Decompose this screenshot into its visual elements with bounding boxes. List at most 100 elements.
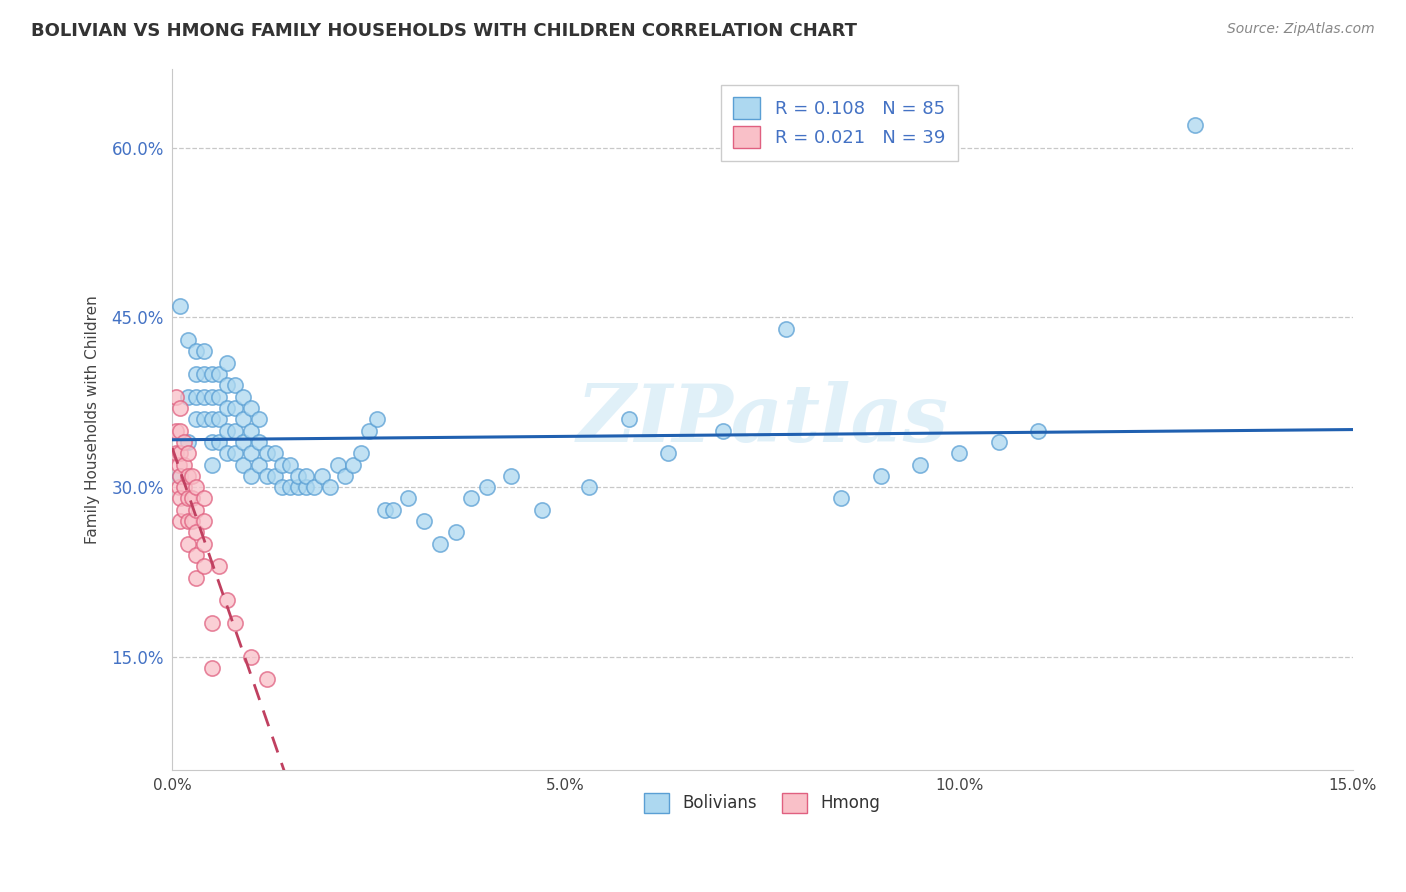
Point: [987, 434, 1010, 449]
Point: [239, 649, 262, 664]
Point: [200, 390, 222, 404]
Legend: Bolivians, Hmong: Bolivians, Hmong: [633, 781, 893, 825]
Point: [239, 446, 262, 460]
Point: [499, 468, 522, 483]
Point: [169, 424, 191, 438]
Point: [381, 502, 404, 516]
Point: [263, 446, 285, 460]
Point: [775, 322, 797, 336]
Point: [217, 446, 239, 460]
Point: [444, 525, 467, 540]
Point: [200, 434, 222, 449]
Point: [224, 446, 246, 460]
Point: [167, 458, 190, 472]
Point: [177, 514, 200, 528]
Point: [287, 468, 309, 483]
Point: [271, 458, 294, 472]
Point: [908, 458, 931, 472]
Point: [357, 424, 380, 438]
Point: [1184, 118, 1206, 132]
Point: [208, 412, 231, 426]
Point: [208, 390, 231, 404]
Point: [165, 390, 187, 404]
Point: [217, 356, 239, 370]
Point: [208, 559, 231, 574]
Point: [184, 480, 207, 494]
Point: [181, 514, 204, 528]
Point: [475, 480, 498, 494]
Point: [232, 458, 254, 472]
Point: [413, 514, 436, 528]
Point: [256, 468, 278, 483]
Point: [217, 401, 239, 415]
Point: [177, 446, 200, 460]
Point: [177, 537, 200, 551]
Point: [578, 480, 600, 494]
Point: [531, 502, 554, 516]
Point: [173, 502, 195, 516]
Point: [711, 424, 734, 438]
Point: [617, 412, 640, 426]
Point: [657, 446, 679, 460]
Point: [193, 367, 215, 381]
Point: [239, 401, 262, 415]
Point: [239, 468, 262, 483]
Point: [217, 378, 239, 392]
Point: [429, 537, 451, 551]
Point: [217, 593, 239, 607]
Point: [1026, 424, 1049, 438]
Point: [193, 514, 215, 528]
Point: [177, 333, 200, 347]
Point: [287, 480, 309, 494]
Point: [184, 525, 207, 540]
Point: [193, 537, 215, 551]
Point: [173, 434, 195, 449]
Point: [366, 412, 388, 426]
Point: [460, 491, 482, 506]
Point: [167, 480, 190, 494]
Point: [232, 434, 254, 449]
Text: ZIPatlas: ZIPatlas: [576, 381, 949, 458]
Y-axis label: Family Households with Children: Family Households with Children: [86, 295, 100, 543]
Point: [232, 390, 254, 404]
Point: [193, 412, 215, 426]
Point: [396, 491, 419, 506]
Point: [232, 412, 254, 426]
Point: [177, 491, 200, 506]
Point: [165, 424, 187, 438]
Point: [200, 367, 222, 381]
Point: [184, 344, 207, 359]
Point: [256, 446, 278, 460]
Point: [208, 434, 231, 449]
Point: [169, 491, 191, 506]
Point: [184, 571, 207, 585]
Text: BOLIVIAN VS HMONG FAMILY HOUSEHOLDS WITH CHILDREN CORRELATION CHART: BOLIVIAN VS HMONG FAMILY HOUSEHOLDS WITH…: [31, 22, 856, 40]
Point: [173, 458, 195, 472]
Point: [295, 480, 318, 494]
Point: [177, 390, 200, 404]
Point: [224, 615, 246, 630]
Text: Source: ZipAtlas.com: Source: ZipAtlas.com: [1227, 22, 1375, 37]
Point: [247, 434, 270, 449]
Point: [173, 480, 195, 494]
Point: [184, 548, 207, 562]
Point: [169, 468, 191, 483]
Point: [184, 367, 207, 381]
Point: [830, 491, 852, 506]
Point: [193, 390, 215, 404]
Point: [224, 401, 246, 415]
Point: [224, 424, 246, 438]
Point: [224, 378, 246, 392]
Point: [247, 458, 270, 472]
Point: [948, 446, 970, 460]
Point: [342, 458, 364, 472]
Point: [169, 299, 191, 313]
Point: [326, 458, 349, 472]
Point: [278, 480, 301, 494]
Point: [193, 559, 215, 574]
Point: [208, 367, 231, 381]
Point: [169, 514, 191, 528]
Point: [165, 446, 187, 460]
Point: [181, 468, 204, 483]
Point: [169, 446, 191, 460]
